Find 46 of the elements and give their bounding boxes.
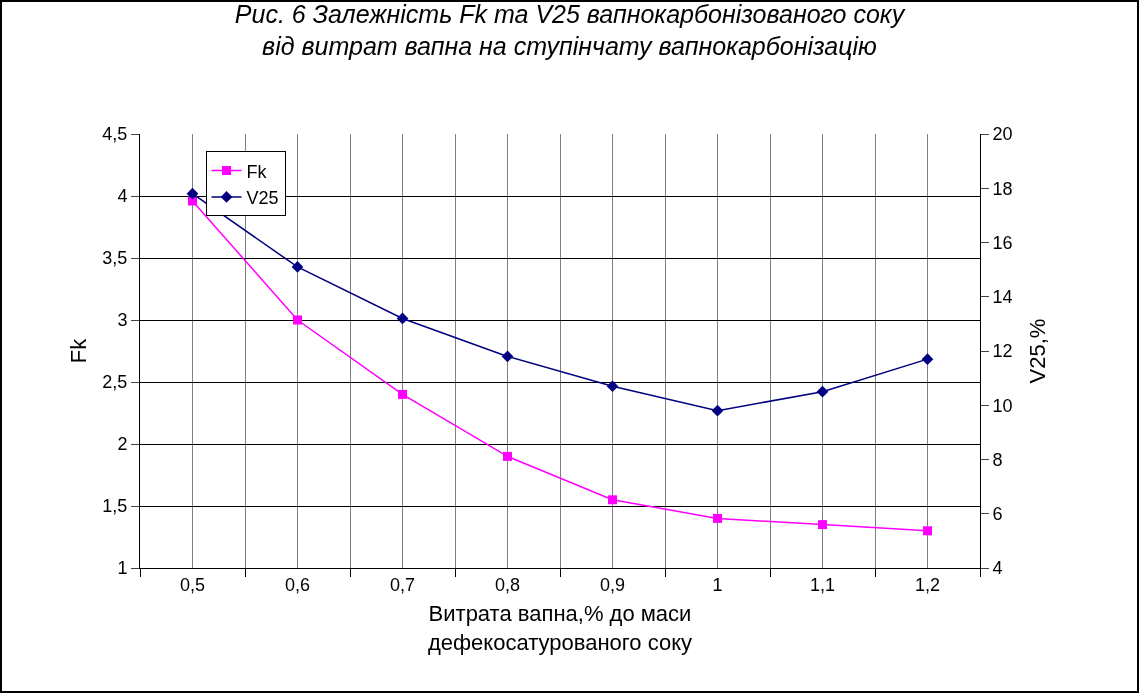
y2-tick-label: 14 [992, 287, 1013, 308]
point [186, 187, 199, 200]
point [293, 315, 302, 325]
x-tick-label: 1,2 [914, 574, 941, 595]
y2-tick-label: 6 [992, 504, 1003, 525]
point [818, 520, 827, 530]
legend-label: V25 [246, 187, 279, 208]
point [711, 404, 724, 417]
y-tick-label: 1 [117, 558, 128, 579]
y-tick-label: 2 [117, 434, 128, 455]
point [396, 312, 409, 325]
point [713, 513, 722, 523]
point [501, 350, 514, 363]
legend-label: Fk [246, 161, 268, 182]
point [606, 380, 619, 393]
y2-tick-label: 12 [992, 341, 1013, 362]
point [291, 261, 304, 273]
point [816, 385, 829, 398]
x-tick-label: 1 [712, 574, 723, 595]
y-tick-label: 3 [117, 310, 128, 331]
y-tick-label: 4,5 [102, 124, 128, 145]
point [503, 451, 512, 461]
point [923, 526, 932, 536]
x-tick-label: 0,9 [599, 574, 626, 595]
y2-tick-label: 4 [992, 558, 1003, 579]
y2-tick-label: 10 [992, 395, 1013, 416]
y-axis-title: Fk [66, 337, 91, 364]
x-tick-label: 1,1 [809, 574, 836, 595]
y-tick-label: 2,5 [102, 372, 128, 393]
point [398, 389, 407, 399]
y2-tick-label: 16 [992, 232, 1013, 253]
y2-tick-label: 8 [992, 449, 1003, 470]
x-tick-label: 0,5 [179, 574, 206, 595]
x-tick-label: 0,8 [494, 574, 521, 595]
y2-tick-label: 20 [992, 124, 1013, 145]
x-tick-label: 0,6 [284, 574, 311, 595]
y-tick-label: 4 [117, 186, 128, 207]
x-axis-title: Витрата вапна,% до маси дефекосатурованого соку [427, 601, 693, 656]
point [608, 495, 617, 505]
y-tick-label: 1,5 [102, 496, 128, 517]
y2-tick-label: 18 [992, 178, 1013, 199]
point [921, 353, 934, 365]
y2-axis-title: V25,% [1025, 318, 1050, 384]
y-tick-label: 3,5 [102, 248, 128, 269]
chart-title: Рис. 6 Залежність Fk та V25 вапнокарбонізованого соку від витрат вапна на ступінчату вапнокарбонізацію [234, 0, 906, 61]
x-tick-label: 0,7 [389, 574, 416, 595]
